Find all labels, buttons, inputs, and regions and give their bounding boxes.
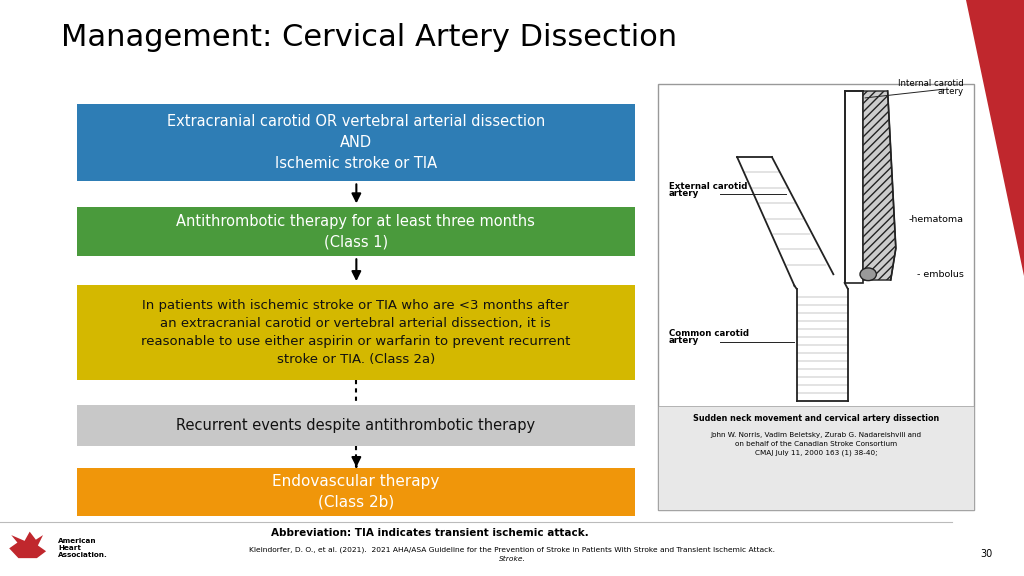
Text: artery: artery [669, 336, 699, 345]
Circle shape [1, 530, 54, 560]
Text: Extracranial carotid OR vertebral arterial dissection
AND
Ischemic stroke or TIA: Extracranial carotid OR vertebral arteri… [167, 114, 545, 171]
FancyBboxPatch shape [77, 405, 635, 446]
Text: Association.: Association. [58, 552, 109, 558]
Text: John W. Norris, Vadim Beletsky, Zurab G. Nadareishvili and
on behalf of the Cana: John W. Norris, Vadim Beletsky, Zurab G.… [711, 432, 922, 456]
Polygon shape [966, 0, 1024, 276]
FancyBboxPatch shape [658, 84, 974, 510]
FancyBboxPatch shape [658, 406, 974, 510]
Text: American: American [58, 538, 97, 544]
Text: Recurrent events despite antithrombotic therapy: Recurrent events despite antithrombotic … [176, 418, 536, 433]
FancyBboxPatch shape [77, 468, 635, 516]
Text: Heart: Heart [58, 545, 81, 551]
Text: Endovascular therapy
(Class 2b): Endovascular therapy (Class 2b) [272, 474, 439, 510]
Polygon shape [863, 91, 896, 280]
Text: Stroke.: Stroke. [499, 556, 525, 562]
Text: Internal carotid: Internal carotid [898, 79, 964, 88]
Text: -hematoma: -hematoma [908, 215, 964, 224]
Text: - embolus: - embolus [916, 270, 964, 279]
FancyBboxPatch shape [77, 285, 635, 380]
Text: artery: artery [669, 189, 699, 198]
Ellipse shape [860, 268, 877, 281]
Text: 30: 30 [980, 549, 992, 559]
Text: Abbreviation: TIA indicates transient ischemic attack.: Abbreviation: TIA indicates transient is… [271, 528, 589, 538]
Text: Common carotid: Common carotid [669, 329, 749, 338]
Text: artery: artery [937, 86, 964, 96]
Text: In patients with ischemic stroke or TIA who are <3 months after
an extracranial : In patients with ischemic stroke or TIA … [141, 299, 570, 366]
Text: External carotid: External carotid [669, 182, 748, 191]
Text: Management: Cervical Artery Dissection: Management: Cervical Artery Dissection [61, 23, 678, 52]
Text: Sudden neck movement and cervical artery dissection: Sudden neck movement and cervical artery… [693, 414, 939, 423]
Text: Kleindorfer, D. O., et al. (2021).  2021 AHA/ASA Guideline for the Prevention of: Kleindorfer, D. O., et al. (2021). 2021 … [249, 546, 775, 553]
FancyBboxPatch shape [77, 207, 635, 256]
Text: Antithrombotic therapy for at least three months
(Class 1): Antithrombotic therapy for at least thre… [176, 214, 536, 250]
Polygon shape [9, 532, 46, 558]
Polygon shape [845, 91, 863, 283]
FancyBboxPatch shape [77, 104, 635, 181]
